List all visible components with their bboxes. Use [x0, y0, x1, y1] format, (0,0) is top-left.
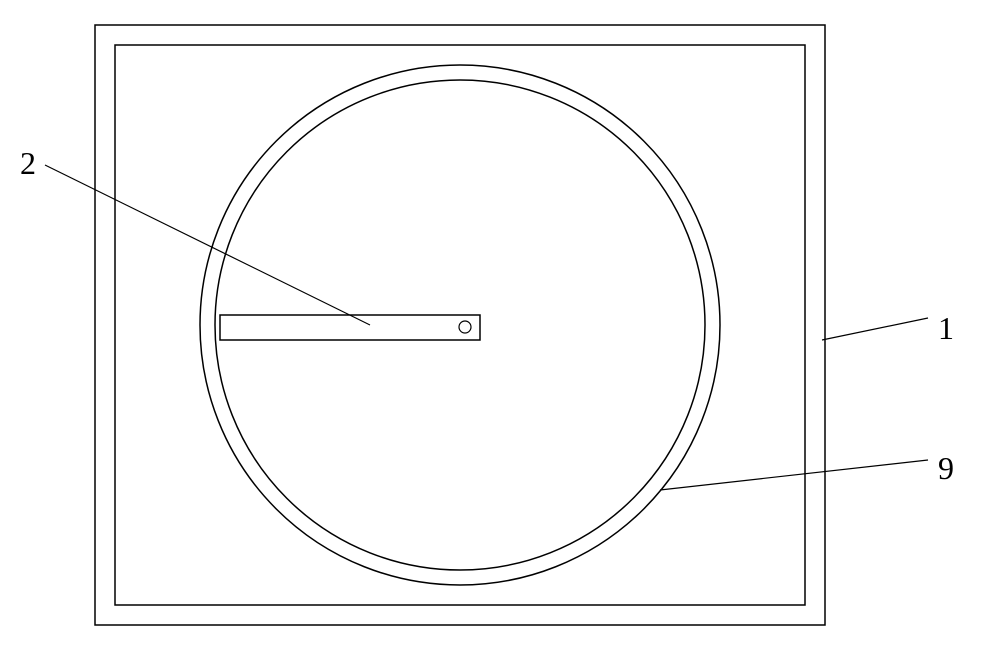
callout-label-2: 2 [20, 145, 36, 182]
leader-line-9 [660, 460, 928, 490]
callout-label-9: 9 [938, 450, 954, 487]
diagram-svg [0, 0, 1000, 662]
callout-label-1: 1 [938, 310, 954, 347]
technical-diagram: 1 2 9 [0, 0, 1000, 662]
handle-bar [220, 315, 480, 340]
leader-line-2 [45, 165, 370, 325]
leader-line-1 [822, 318, 928, 340]
